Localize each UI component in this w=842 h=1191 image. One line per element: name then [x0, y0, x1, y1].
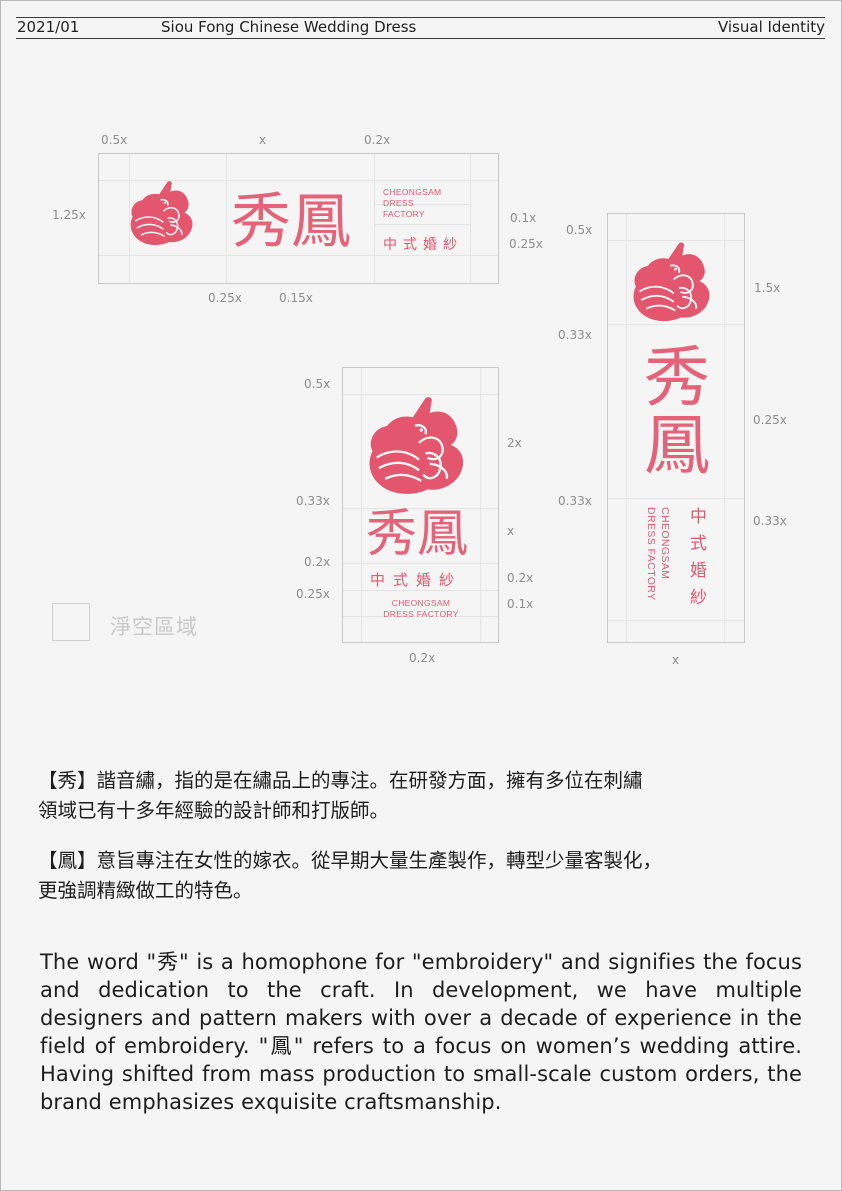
- header-date: 2021/01: [17, 18, 80, 36]
- dim-label: 0.2x: [507, 571, 534, 585]
- zh-paragraph-2: 【鳳】意旨專注在女性的嫁衣。從早期大量生產製作，轉型少量客製化， 更強調精緻做工…: [38, 849, 663, 902]
- dim-label: 0.25x: [509, 237, 543, 251]
- dim-label: 0.25x: [296, 587, 330, 601]
- dim-label: 0.33x: [558, 494, 592, 508]
- en-paragraph: The word "秀" is a homophone for "embroid…: [40, 950, 802, 1114]
- header-rule-top: [16, 17, 825, 18]
- dim-label: 0.2x: [304, 555, 331, 569]
- dim-label: 0.1x: [507, 597, 534, 611]
- stacked-logo-clearspace: [342, 367, 499, 643]
- dim-label: 0.2x: [409, 651, 436, 665]
- dim-label: 0.5x: [101, 133, 128, 147]
- zh-paragraph-1: 【秀】諧音繡，指的是在繡品上的專注。在研發方面，擁有多位在刺繡 領域已有十多年經…: [38, 769, 643, 822]
- clear-space-legend-label: 淨空區域: [110, 615, 198, 639]
- phoenix-logo-icon: [624, 240, 720, 326]
- dim-label: 0.33x: [296, 494, 330, 508]
- brand-hanzi: 秀鳳: [633, 342, 710, 478]
- vertical-logo-clearspace: [607, 213, 745, 643]
- phoenix-logo-icon: [127, 176, 197, 252]
- dim-label: 0.1x: [510, 211, 537, 225]
- brand-en-lines: CHEONGSAM DRESS FACTORY: [383, 187, 442, 220]
- dim-label: 0.15x: [279, 291, 313, 305]
- clear-space-legend-swatch: [52, 603, 90, 641]
- dim-label: x: [259, 133, 267, 147]
- dim-label: 0.5x: [304, 377, 331, 391]
- dim-label: 2x: [507, 436, 522, 450]
- brand-cn-sub: 中式婚紗: [370, 571, 463, 589]
- brand-cn-sub: 中式婚紗: [383, 237, 463, 253]
- dim-label: 0.33x: [558, 328, 592, 342]
- phoenix-logo-icon: [359, 394, 475, 500]
- dim-label: x: [672, 653, 680, 667]
- brand-hanzi: 秀鳳: [231, 187, 351, 257]
- dim-label: 0.2x: [364, 133, 391, 147]
- brand-en-lines: CHEONGSAM DRESS FACTORY: [645, 507, 671, 601]
- dim-label: 1.25x: [52, 208, 86, 222]
- dim-label: 0.25x: [753, 413, 787, 427]
- brand-cn-sub: 中式婚紗: [686, 507, 706, 615]
- dim-label: x: [507, 524, 515, 538]
- brand-hanzi: 秀鳳: [366, 505, 469, 564]
- horizontal-logo-clearspace: [98, 153, 499, 284]
- dim-label: 0.25x: [208, 291, 242, 305]
- brand-en-lines: CHEONGSAM DRESS FACTORY: [383, 598, 459, 620]
- header-title: Siou Fong Chinese Wedding Dress: [161, 18, 417, 36]
- header-section: Visual Identity: [717, 18, 825, 36]
- dim-label: 0.33x: [753, 514, 787, 528]
- dim-label: 0.5x: [566, 223, 593, 237]
- header-rule-bottom: [16, 38, 825, 39]
- dim-label: 1.5x: [754, 281, 781, 295]
